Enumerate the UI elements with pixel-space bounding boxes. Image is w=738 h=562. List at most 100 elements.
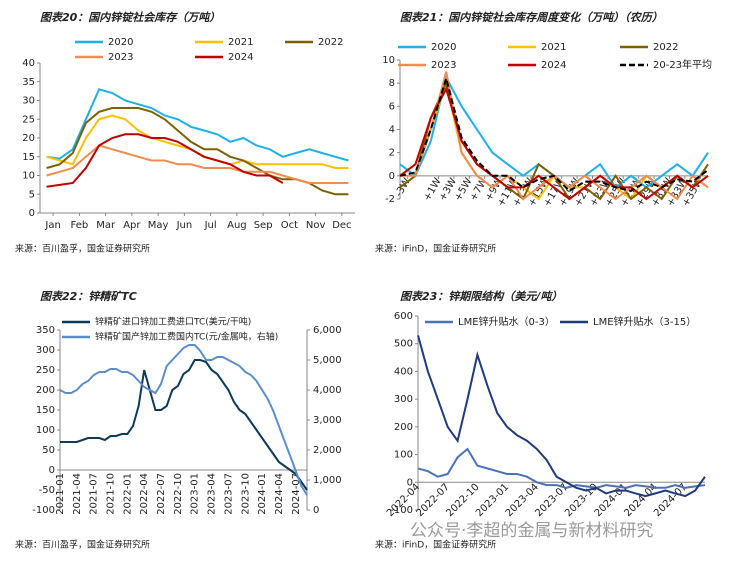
series-line bbox=[46, 133, 284, 188]
y-tick-label: 20 bbox=[22, 133, 35, 144]
legend-label: 锌精矿进口锌加工费进口TC(美元/干吨) bbox=[95, 316, 251, 328]
y-tick-label: 200 bbox=[36, 385, 55, 396]
x-tick-label: Oct bbox=[281, 220, 298, 231]
source-note: 来源：iFinD，国金证券研究所 bbox=[375, 243, 496, 255]
y-tick-label: 6 bbox=[389, 101, 395, 112]
y-tick-label: 15 bbox=[22, 152, 35, 163]
y-tick-label: 40 bbox=[22, 58, 35, 69]
y-tick-label: 200 bbox=[394, 422, 413, 433]
y-tick-label: 35 bbox=[22, 77, 35, 88]
y-tick-label: 600 bbox=[394, 311, 413, 322]
source-note: 来源：百川盈孚，国金证券研究所 bbox=[15, 243, 150, 255]
series-line bbox=[417, 447, 706, 489]
y-tick-label: 50 bbox=[42, 445, 55, 456]
y-tick-label: 100 bbox=[36, 425, 55, 436]
chart-title: 图表21：国内锌锭社会库存周度变化（万吨）（农历） bbox=[400, 11, 663, 24]
y-tick-label: 0 bbox=[389, 171, 395, 182]
chart-title: 图表23：锌期限结构（美元/吨） bbox=[400, 290, 562, 303]
y-tick-label: 250 bbox=[36, 365, 55, 376]
y-tick-label: -2 bbox=[385, 194, 395, 205]
x-tick-label: Aug bbox=[227, 220, 247, 231]
y2-tick-label: 6,000 bbox=[313, 325, 342, 336]
y2-tick-label: 2,000 bbox=[313, 445, 342, 456]
x-tick-label: Apr bbox=[123, 220, 141, 231]
y-tick-label: 25 bbox=[22, 114, 35, 125]
y2-tick-label: 1,000 bbox=[313, 475, 342, 486]
y-tick-label: -50 bbox=[39, 485, 55, 496]
y-tick-label: 10 bbox=[382, 55, 395, 66]
x-tick-label: 2021-04 bbox=[72, 473, 83, 515]
series-line bbox=[417, 335, 706, 498]
legend-label: LME锌升贴水（0-3） bbox=[458, 315, 555, 328]
y2-tick-label: 5,000 bbox=[313, 355, 342, 366]
y-tick-label: 350 bbox=[36, 325, 55, 336]
x-tick-label: 2022-04 bbox=[139, 473, 150, 515]
y-tick-label: 4 bbox=[389, 125, 395, 136]
series-line bbox=[399, 86, 709, 201]
x-tick-label: 2023-01 bbox=[190, 473, 201, 515]
x-tick-label: Mar bbox=[96, 220, 116, 231]
y-tick-label: -100 bbox=[390, 505, 413, 516]
x-tick-label: Jun bbox=[176, 220, 193, 231]
x-tick-label: 2024-01 bbox=[257, 473, 268, 515]
source-note: 来源：百川盈孚，国金证券研究所 bbox=[15, 539, 150, 551]
y-tick-label: 150 bbox=[36, 405, 55, 416]
legend-label: 锌精矿国产锌加工费国内TC(元/金属吨，右轴) bbox=[95, 331, 278, 343]
x-tick-label: 2023-04 bbox=[207, 473, 218, 515]
y-tick-label: 0 bbox=[407, 477, 413, 488]
x-tick-label: Feb bbox=[71, 220, 89, 231]
x-tick-label: Dec bbox=[332, 220, 351, 231]
series-line bbox=[399, 74, 709, 193]
x-tick-label: 2024-07 bbox=[291, 473, 302, 515]
legend-label: 2022 bbox=[653, 42, 678, 53]
y2-tick-label: 0 bbox=[313, 505, 319, 516]
series-line bbox=[46, 88, 349, 162]
y-tick-label: 500 bbox=[394, 339, 413, 350]
x-tick-label: 2021-07 bbox=[89, 473, 100, 515]
legend-label: 2024 bbox=[228, 52, 253, 63]
x-tick-label: Jul bbox=[204, 220, 217, 231]
x-tick-label: 2021-10 bbox=[106, 473, 117, 515]
legend-label: 2020 bbox=[431, 42, 456, 53]
watermark: 公众号·李超的金属与新材料研究 bbox=[410, 521, 653, 541]
legend-label: 2020 bbox=[108, 37, 133, 48]
y-tick-label: 100 bbox=[394, 450, 413, 461]
y-tick-label: 10 bbox=[22, 171, 35, 182]
y-tick-label: 300 bbox=[36, 345, 55, 356]
y-tick-label: 30 bbox=[22, 96, 35, 107]
x-tick-label: 2021-01 bbox=[55, 473, 66, 515]
series-line bbox=[46, 114, 349, 169]
legend-label: 20-23年平均 bbox=[653, 58, 712, 71]
y-tick-label: 0 bbox=[29, 208, 35, 219]
legend-label: 2024 bbox=[541, 60, 566, 71]
x-tick-label: 2024-04 bbox=[274, 473, 285, 515]
series-line bbox=[59, 344, 308, 496]
legend-label: 2023 bbox=[108, 52, 133, 63]
legend-label: 2023 bbox=[431, 60, 456, 71]
y-tick-label: 300 bbox=[394, 394, 413, 405]
x-tick-label: 2023-10 bbox=[240, 473, 251, 515]
x-tick-label: Jan bbox=[44, 220, 60, 231]
y2-tick-label: 4,000 bbox=[313, 385, 342, 396]
series-line bbox=[399, 74, 709, 189]
x-tick-label: 2023-07 bbox=[223, 473, 234, 515]
x-tick-label: 2022-07 bbox=[156, 473, 167, 515]
y-tick-label: 2 bbox=[389, 148, 395, 159]
legend-label: 2021 bbox=[228, 37, 253, 48]
legend-label: 2022 bbox=[318, 37, 343, 48]
x-tick-label: 2022-10 bbox=[173, 473, 184, 515]
y-tick-label: 400 bbox=[394, 366, 413, 377]
y-tick-label: 8 bbox=[389, 78, 395, 89]
x-tick-label: 2022-01 bbox=[122, 473, 133, 515]
chart-title: 图表22：锌精矿TC bbox=[40, 290, 137, 303]
y-tick-label: -100 bbox=[32, 505, 55, 516]
x-tick-label: Nov bbox=[306, 220, 326, 231]
y-tick-label: 0 bbox=[49, 465, 55, 476]
series-line bbox=[60, 359, 308, 491]
y2-tick-label: 3,000 bbox=[313, 415, 342, 426]
legend-label: LME锌升贴水（3-15） bbox=[593, 315, 696, 328]
x-tick-label: Sep bbox=[254, 220, 273, 231]
x-tick-label: May bbox=[148, 220, 169, 231]
chart-title: 图表20：国内锌锭社会库存（万吨） bbox=[40, 11, 220, 24]
